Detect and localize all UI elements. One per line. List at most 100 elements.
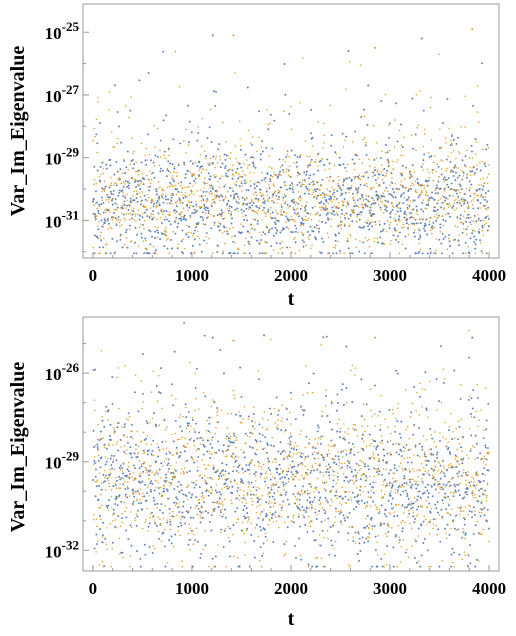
data-point xyxy=(478,489,480,492)
data-point xyxy=(187,209,189,212)
data-point xyxy=(190,496,193,499)
data-point xyxy=(152,496,155,499)
data-point xyxy=(252,162,255,165)
data-point xyxy=(306,489,309,492)
data-point xyxy=(235,459,238,462)
data-point xyxy=(102,172,105,175)
data-point xyxy=(111,403,114,405)
data-point xyxy=(142,240,145,243)
data-point xyxy=(309,471,312,474)
data-point xyxy=(217,409,219,411)
data-point xyxy=(174,201,176,204)
data-point xyxy=(255,211,258,214)
data-point xyxy=(138,492,140,494)
data-point xyxy=(418,250,421,253)
data-point xyxy=(204,223,207,226)
data-point xyxy=(460,204,463,206)
data-point xyxy=(285,171,287,173)
data-point xyxy=(147,186,149,188)
data-point xyxy=(167,170,170,172)
data-point xyxy=(115,161,118,163)
data-point xyxy=(401,504,404,506)
data-point xyxy=(146,443,148,445)
data-point xyxy=(303,458,306,460)
data-point xyxy=(367,540,370,543)
data-point xyxy=(360,447,363,450)
data-point xyxy=(119,219,122,221)
data-point xyxy=(186,485,188,488)
data-point xyxy=(442,488,445,491)
data-point xyxy=(140,463,143,465)
data-point xyxy=(307,565,310,568)
data-point xyxy=(337,402,340,404)
data-point xyxy=(154,503,156,506)
data-point xyxy=(198,160,201,163)
data-point xyxy=(308,507,310,509)
data-point xyxy=(451,547,454,550)
data-point xyxy=(402,226,405,228)
data-point xyxy=(232,252,235,255)
data-point xyxy=(161,188,164,190)
data-point xyxy=(292,516,294,519)
data-point xyxy=(347,564,350,566)
data-point xyxy=(372,500,374,503)
data-point xyxy=(320,557,323,560)
data-point xyxy=(314,508,316,510)
data-point xyxy=(121,246,124,249)
data-point xyxy=(209,431,211,434)
data-point xyxy=(459,214,462,217)
data-point xyxy=(299,156,301,159)
data-point xyxy=(129,228,131,230)
data-point xyxy=(231,187,233,189)
data-point xyxy=(235,521,238,524)
data-point xyxy=(229,527,232,530)
data-point xyxy=(389,454,391,456)
data-point xyxy=(108,109,110,111)
data-point xyxy=(288,455,291,458)
data-point xyxy=(194,431,196,434)
data-point xyxy=(308,183,311,186)
data-point xyxy=(298,498,301,501)
data-point xyxy=(404,478,406,480)
data-point xyxy=(444,213,447,216)
data-point xyxy=(337,183,339,185)
data-point xyxy=(427,202,429,204)
data-point xyxy=(107,208,109,210)
data-point xyxy=(110,565,112,568)
data-point xyxy=(487,215,489,217)
data-point xyxy=(95,485,98,488)
data-point xyxy=(448,202,451,204)
data-point xyxy=(457,528,460,531)
data-point xyxy=(408,512,411,515)
data-point xyxy=(435,453,438,456)
data-point xyxy=(349,479,352,482)
data-point xyxy=(113,432,115,434)
data-point xyxy=(117,137,119,140)
data-point xyxy=(229,480,232,483)
data-point xyxy=(146,208,148,211)
data-point xyxy=(219,158,222,161)
data-point xyxy=(175,175,178,177)
data-point xyxy=(407,207,409,210)
data-point xyxy=(189,252,192,255)
data-point xyxy=(221,500,224,503)
data-point xyxy=(434,252,437,255)
data-point xyxy=(270,487,273,489)
data-point xyxy=(357,500,360,503)
data-point xyxy=(281,169,284,172)
data-point xyxy=(365,182,368,185)
data-point xyxy=(251,204,254,207)
data-point xyxy=(310,486,313,488)
data-point xyxy=(299,462,302,465)
data-point xyxy=(447,155,449,158)
data-point xyxy=(466,173,469,175)
data-point xyxy=(345,453,348,456)
data-point xyxy=(463,210,466,212)
data-point xyxy=(219,531,222,534)
data-point xyxy=(380,557,383,560)
data-point xyxy=(334,239,337,242)
data-point xyxy=(150,490,152,493)
data-point xyxy=(337,184,340,187)
data-point xyxy=(159,522,162,525)
data-point xyxy=(485,222,488,225)
